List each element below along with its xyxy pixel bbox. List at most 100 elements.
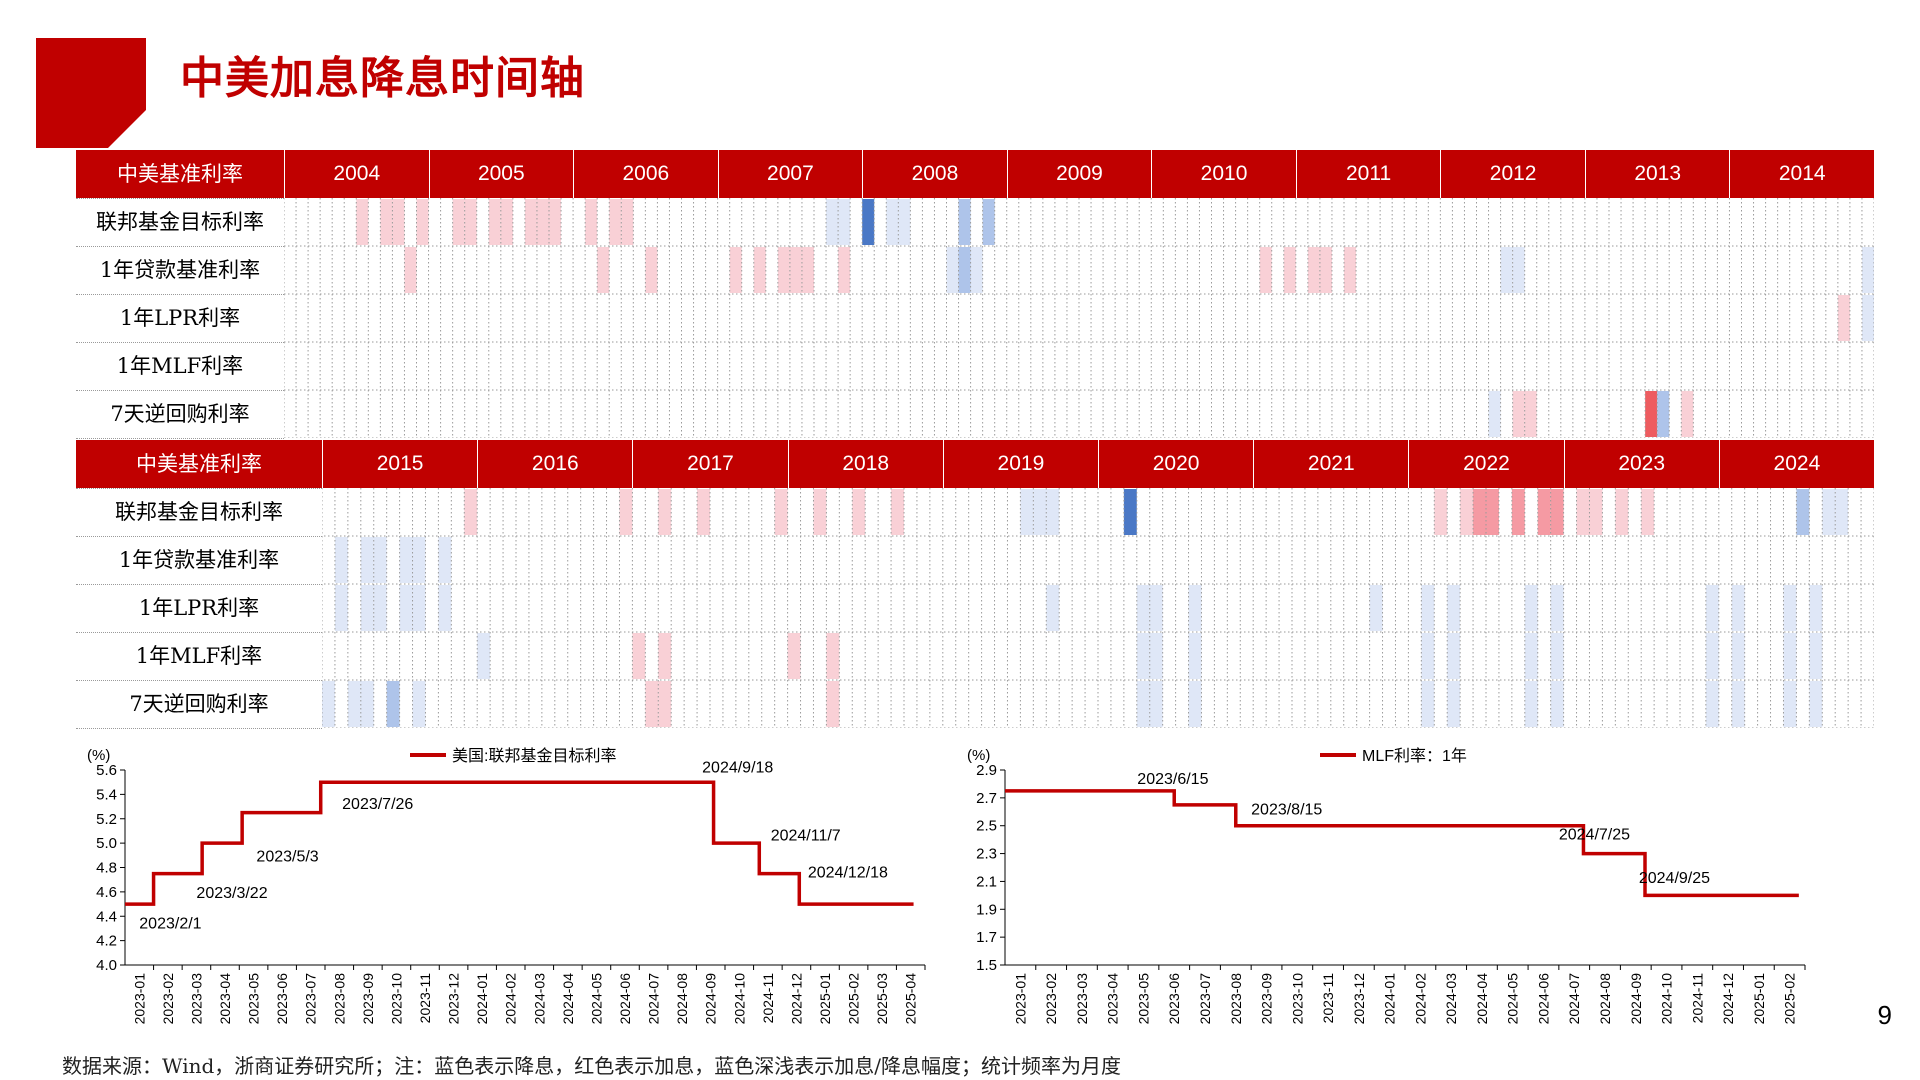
x-tick-label: 2024-08 [674,973,690,1025]
rate-cut-cell [862,199,875,245]
x-tick-label: 2024-11 [760,973,776,1024]
x-tick-label: 2023-07 [303,973,319,1025]
row-label: 联邦基金目标利率 [115,500,283,524]
x-tick-label: 2024-07 [1566,973,1582,1025]
rate-cut-cell [1731,681,1745,727]
rate-hike-cell [1486,489,1499,535]
rate-cut-cell [970,247,983,293]
rate-hike-cell [404,247,417,293]
rate-hike-cell [1576,489,1590,535]
date-annotation: 2024/7/25 [1559,827,1630,844]
date-annotation: 2023/3/22 [196,885,267,902]
rate-cut-cell [1809,681,1823,727]
date-annotation: 2023/6/15 [1137,771,1208,788]
year-header: 2016 [477,440,632,488]
rate-cut-cell [1783,585,1797,631]
rate-cut-cell [1657,391,1670,437]
rate-hike-cell [464,489,478,535]
rate-hike-cell [585,199,598,245]
row-label: 1年贷款基准利率 [118,548,280,572]
rate-hike-cell [1460,489,1474,535]
rate-cut-cell [1421,633,1435,679]
rate-cut-cell [1046,585,1060,631]
rate-cut-cell [438,585,452,631]
y-tick-label: 4.4 [96,908,117,925]
rate-hike-cell [891,489,904,535]
x-tick-label: 2023-04 [1105,973,1121,1025]
rate-hike-cell [777,247,790,293]
x-tick-label: 2024-04 [560,973,576,1025]
timeline-header: 中美基准利率 2004 2005 2006 2007 2008 2009 2010 2011 20… [76,150,1874,198]
x-tick-label: 2024-12 [788,973,804,1025]
rate-cut-cell [1731,633,1745,679]
event-cells [284,198,1874,438]
rate-hike-cell [392,199,405,245]
rate-cut-cell [1188,681,1202,727]
row-label: 1年MLF利率 [135,644,263,668]
rate-cut-cell [334,585,348,631]
x-tick-label: 2025-03 [874,973,890,1025]
x-tick-label: 2024-07 [646,973,662,1025]
rate-cut-cell [1512,247,1525,293]
rate-cut-cell [1447,585,1461,631]
year-header: 2009 [1006,150,1152,198]
y-tick-label: 4.8 [96,860,117,877]
series-line [1005,789,1799,898]
x-tick-label: 2024-10 [731,973,747,1025]
rate-hike-cell [753,247,766,293]
year-header: 2007 [717,150,863,198]
x-tick-label: 2024-03 [531,973,547,1025]
x-tick-label: 2023-10 [388,973,404,1025]
x-tick-label: 2023-08 [331,973,347,1025]
year-header: 2021 [1253,440,1408,488]
rate-hike-cell [488,199,501,245]
rate-cut-cell [1136,585,1150,631]
year-header: 2015 [322,440,477,488]
rate-cut-cell [1783,633,1797,679]
x-tick-label: 2023-12 [1351,973,1367,1025]
rate-cut-cell [958,247,971,293]
rate-cut-cell [838,199,851,245]
x-tick-label: 2025-04 [903,973,919,1025]
rate-hike-cell [838,247,851,293]
year-header: 2022 [1408,440,1563,488]
rate-cut-cell [1524,633,1538,679]
rate-hike-cell [1511,489,1525,535]
x-tick-label: 2023-01 [1012,973,1028,1025]
y-tick-label: 5.0 [96,835,117,852]
x-tick-label: 2023-02 [1043,973,1059,1025]
fed-funds-chart: 4.0 4.2 4.4 4.6 4.8 5.0 5.2 5.4 5.6 (%) 2023-01 202… [80,730,960,1060]
row-label: 1年贷款基准利率 [99,258,261,282]
legend-label: 美国:联邦基金目标利率 [452,747,616,765]
rate-cut-cell [322,681,335,727]
rate-cut-cell [1550,681,1564,727]
date-annotation: 2023/5/3 [256,848,318,865]
rate-hike-cell [774,489,788,535]
rate-cut-cell [898,199,911,245]
rate-cut-cell [982,199,995,245]
rate-hike-cell [1512,391,1525,437]
year-header: 2020 [1098,440,1253,488]
year-header: 2010 [1151,150,1296,198]
x-tick-label: 2025-01 [1751,973,1767,1025]
x-tick-label: 2024-01 [1382,973,1398,1025]
rate-hike-cell [1434,489,1448,535]
y-tick-label: 2.7 [976,790,997,807]
rate-hike-cell [1473,489,1486,535]
rate-hike-cell [1259,247,1272,293]
timeline-header: 中美基准利率 2015 2016 2017 2018 2019 2020 2021 2022 20… [76,440,1874,488]
rate-hike-cell [1641,489,1655,535]
rate-hike-cell [549,199,562,245]
mlf-chart: 1.5 1.7 1.9 2.1 2.3 2.5 2.7 2.9 (%) 2023-01 2023-0… [960,730,1840,1060]
rate-cut-cell [1188,585,1202,631]
row-label: 1年LPR利率 [138,596,260,620]
rate-hike-cell [1589,489,1603,535]
rate-cut-cell [826,199,839,245]
rate-cut-cell [1369,585,1383,631]
rate-hike-cell [801,247,814,293]
rate-cut-cell [412,681,426,727]
rate-cut-cell [399,585,413,631]
y-tick-label: 5.6 [96,762,117,779]
rate-cut-cell [334,537,348,583]
series-line [125,780,914,906]
